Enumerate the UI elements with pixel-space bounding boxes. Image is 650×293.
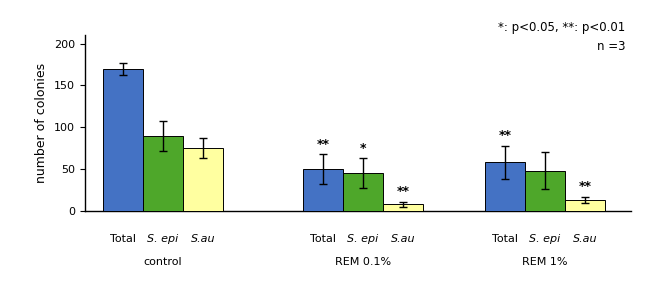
Text: S.au: S.au (391, 234, 415, 244)
Text: REM 0.1%: REM 0.1% (335, 257, 391, 267)
Text: S. epi: S. epi (529, 234, 560, 244)
Text: S.au: S.au (190, 234, 215, 244)
Text: **: ** (499, 129, 512, 142)
Text: control: control (144, 257, 182, 267)
Bar (525, 171, 565, 211)
Text: REM 1%: REM 1% (522, 257, 567, 267)
Text: Total: Total (110, 234, 136, 244)
Text: S.au: S.au (573, 234, 597, 244)
Bar (383, 204, 423, 211)
Y-axis label: number of colonies: number of colonies (35, 63, 48, 183)
Bar (103, 69, 143, 211)
Text: Total: Total (492, 234, 518, 244)
Text: **: ** (317, 138, 330, 151)
Bar (485, 162, 525, 211)
Text: Total: Total (310, 234, 336, 244)
Text: **: ** (396, 185, 410, 198)
Text: *: p<0.05, **: p<0.01: *: p<0.05, **: p<0.01 (498, 21, 625, 34)
Bar (565, 200, 605, 211)
Text: n =3: n =3 (597, 40, 625, 53)
Bar (143, 136, 183, 211)
Text: *: * (359, 142, 366, 155)
Text: **: ** (578, 180, 592, 193)
Bar (303, 169, 343, 211)
Bar (183, 148, 223, 211)
Text: S. epi: S. epi (147, 234, 178, 244)
Bar (343, 173, 383, 211)
Text: S. epi: S. epi (347, 234, 378, 244)
